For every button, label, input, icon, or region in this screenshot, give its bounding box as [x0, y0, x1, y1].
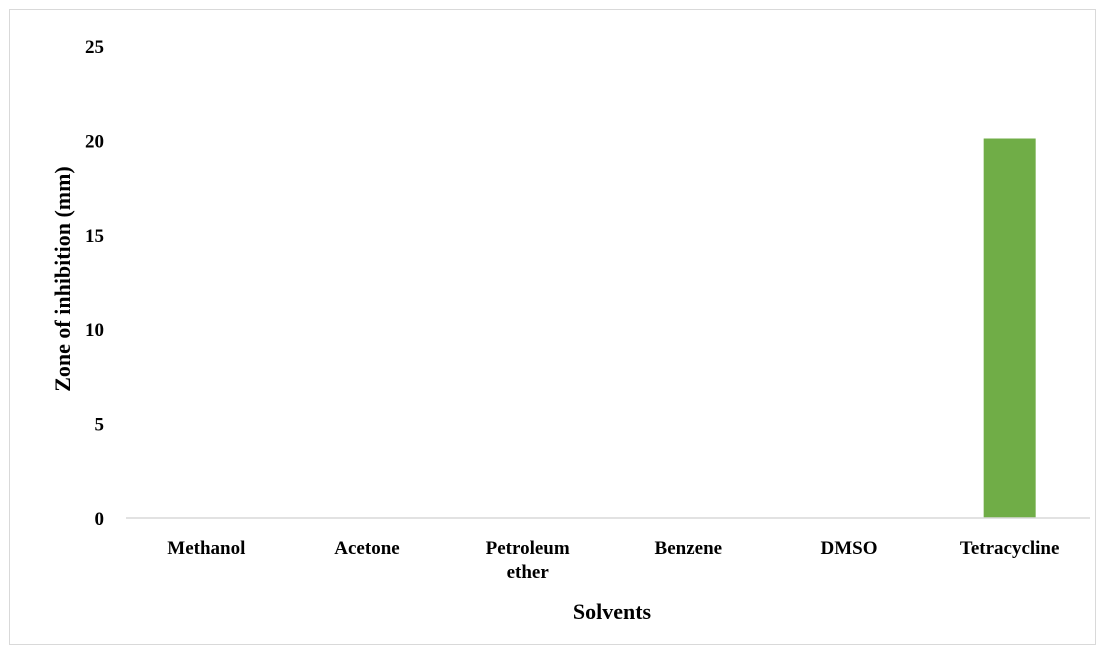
x-tick-label-line: Methanol — [167, 538, 245, 559]
x-tick-label: Tetracycline — [960, 538, 1060, 559]
y-tick-label: 15 — [85, 226, 104, 247]
y-axis-title: Zone of inhibition (mm) — [50, 166, 75, 392]
bar — [983, 138, 1036, 518]
bars — [983, 138, 1036, 518]
y-tick-label: 0 — [95, 509, 105, 530]
x-tick-label: Benzene — [655, 538, 723, 559]
x-axis-tick-labels: Methanol Acetone Petroleum ether Benzene DMSO… — [167, 538, 1059, 583]
y-axis-tick-labels: 0 5 10 15 20 25 — [85, 37, 104, 530]
x-axis-title: Solvents — [573, 599, 652, 624]
y-tick-label: 25 — [85, 37, 104, 58]
x-tick-label-line: Benzene — [655, 538, 723, 559]
x-tick-label: DMSO — [821, 538, 878, 559]
x-tick-label-line: Acetone — [334, 538, 399, 559]
x-tick-label: Petroleum ether — [486, 538, 570, 583]
x-tick-label-line: Tetracycline — [960, 538, 1060, 559]
x-tick-label: Acetone — [334, 538, 399, 559]
x-tick-label-line: DMSO — [821, 538, 878, 559]
x-tick-label: Methanol — [167, 538, 245, 559]
x-tick-label-line: ether — [507, 562, 550, 583]
y-tick-label: 5 — [95, 415, 105, 436]
chart-frame — [9, 9, 1096, 645]
y-tick-label: 20 — [85, 131, 104, 152]
x-tick-label-line: Petroleum — [486, 538, 570, 559]
y-tick-label: 10 — [85, 320, 104, 341]
